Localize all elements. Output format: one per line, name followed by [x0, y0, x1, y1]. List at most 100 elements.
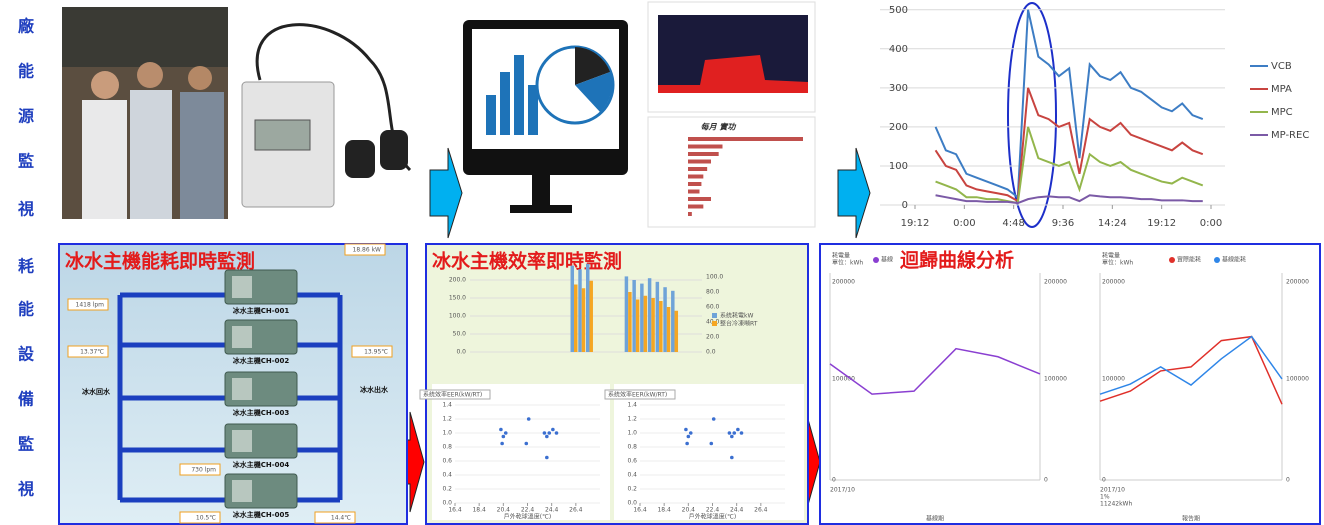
- dropdown: [604, 389, 676, 400]
- line: [829, 347, 1041, 395]
- y-tick-label: 0: [1102, 477, 1106, 484]
- point: [727, 431, 732, 435]
- y-tick-label: 0.6: [627, 458, 637, 465]
- y-tick-label: 150.0: [449, 295, 466, 302]
- y-tick-label: 100.0: [449, 313, 466, 320]
- y-tick-label: 200.0: [449, 277, 466, 284]
- legend-swatch: [712, 321, 717, 326]
- line: [935, 126, 1204, 205]
- bar: [666, 307, 671, 352]
- x-tick-label: 26.4: [569, 507, 583, 514]
- arrow: [837, 147, 871, 239]
- bar: [647, 278, 652, 352]
- chiller-label: 冰水主機CH-005: [233, 510, 290, 519]
- y-tick-label: 0.2: [442, 486, 452, 493]
- point: [730, 434, 734, 439]
- point: [499, 427, 503, 432]
- point: [709, 441, 714, 446]
- x-tick-label: 24.4: [730, 507, 744, 514]
- point: [736, 427, 740, 432]
- legend-dot: [1169, 257, 1175, 263]
- bar: [688, 167, 708, 171]
- y2-tick-label: 100000: [1044, 376, 1067, 383]
- chiller-label: 冰水主機CH-001: [233, 306, 290, 315]
- y-tick-label: 100000: [1102, 376, 1125, 383]
- x-tick-label: 18.4: [472, 507, 486, 514]
- line: [934, 87, 1204, 203]
- bar: [688, 212, 692, 216]
- legend-label: 基線能耗: [1222, 256, 1246, 264]
- y-tick-label: 1.2: [442, 416, 452, 423]
- chiller-detail: [232, 430, 252, 452]
- x-tick-label: 0:00: [953, 218, 975, 229]
- y2-tick-label: 60.0: [706, 304, 720, 311]
- legend-label: VCB: [1271, 61, 1292, 72]
- x-tick-label: 22.4: [521, 507, 535, 514]
- x-tick-label: 18.4: [657, 507, 671, 514]
- x-tick-label: 0:00: [1200, 218, 1222, 229]
- y-tick-label: 50.0: [453, 331, 467, 338]
- bar: [632, 280, 636, 352]
- y-tick-label: 0.4: [627, 472, 637, 479]
- y-tick-label: 1.4: [442, 402, 452, 409]
- bar: [586, 263, 590, 352]
- reading: 13.37℃: [80, 349, 104, 356]
- y2-tick-label: 0.0: [706, 349, 716, 356]
- date-label: 2017/10: [1100, 487, 1125, 494]
- bar: [640, 283, 644, 352]
- x-tick-label: 16.4: [448, 507, 462, 514]
- dropdown: [419, 389, 491, 400]
- bar: [581, 288, 586, 352]
- caption: 基線期: [926, 515, 944, 523]
- bar: [688, 182, 702, 186]
- x-tick-label: 16.4: [633, 507, 647, 514]
- y-tick-label: 200: [889, 122, 908, 133]
- bar: [659, 301, 663, 352]
- reading-box: [67, 298, 109, 311]
- reading-box: [351, 345, 393, 358]
- side-char: 備: [18, 390, 34, 409]
- y2-tick-label: 200000: [1044, 279, 1067, 286]
- legend-dot: [873, 257, 879, 263]
- point: [732, 431, 737, 435]
- reading: 14.4℃: [331, 515, 351, 522]
- x-axis-label: 戶外乾球溫度(℃): [689, 513, 736, 521]
- bar: [589, 280, 593, 352]
- chiller-detail: [232, 480, 252, 502]
- point: [711, 417, 716, 421]
- line: [1099, 335, 1283, 395]
- y-tick-label: 0.6: [442, 458, 452, 465]
- y2-tick-label: 100000: [1286, 376, 1309, 383]
- reading-box: [179, 511, 221, 524]
- x-tick-label: 26.4: [754, 507, 768, 514]
- legend-swatch: [712, 313, 717, 318]
- panel-title: 迴歸曲線分析: [900, 249, 1014, 272]
- bar: [655, 281, 660, 352]
- side-char: 能: [18, 300, 34, 319]
- side-char: 監: [18, 435, 34, 454]
- chiller-detail: [232, 326, 252, 348]
- y-tick-label: 0.4: [442, 472, 452, 479]
- bar: [663, 287, 667, 352]
- legend-dot: [1214, 257, 1220, 263]
- y-tick-label: 0.0: [627, 500, 637, 507]
- note: 11242kWh: [1100, 501, 1132, 508]
- legend-label: 整台冷凍噸RT: [720, 320, 758, 328]
- x-axis-label: 戶外乾球溫度(℃): [504, 513, 551, 521]
- point: [554, 431, 559, 435]
- x-tick-label: 20.4: [682, 507, 696, 514]
- highlight-ellipse: [1007, 2, 1057, 228]
- point: [684, 427, 688, 432]
- bar: [643, 295, 648, 352]
- legend-label: 基線: [881, 256, 893, 264]
- y2-tick-label: 0: [1286, 477, 1290, 484]
- bar: [635, 299, 640, 352]
- side-char: 監: [18, 152, 34, 171]
- y2-tick-label: 100.0: [706, 274, 723, 281]
- chiller-label: 冰水主機CH-004: [233, 460, 290, 469]
- dropdown-label: 系統效率EER(kW/RT): [608, 391, 667, 399]
- bar: [688, 159, 711, 164]
- point: [730, 455, 734, 460]
- y-tick-label: 300: [889, 83, 908, 94]
- side-char: 源: [18, 107, 34, 126]
